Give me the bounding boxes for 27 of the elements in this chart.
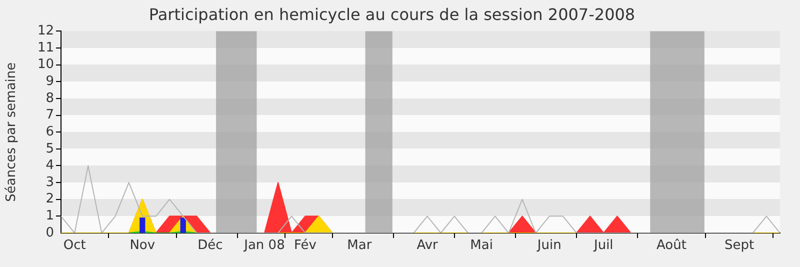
x-tick-label: Mai bbox=[470, 238, 493, 254]
y-tick-label: 11 bbox=[37, 40, 54, 56]
x-tick-label: Fév bbox=[294, 238, 317, 254]
x-tick-label: Juin bbox=[536, 238, 562, 254]
y-tick-label: 7 bbox=[46, 108, 54, 123]
y-tick-label: 10 bbox=[37, 57, 54, 72]
x-tick-label: Avr bbox=[416, 238, 439, 254]
y-tick-label: 2 bbox=[46, 192, 54, 207]
y-tick-label: 9 bbox=[46, 74, 54, 90]
x-tick-label: Oct bbox=[63, 238, 86, 254]
x-tick-label: Sept bbox=[724, 238, 754, 254]
y-tick-label: 12 bbox=[37, 24, 54, 39]
y-tick-label: 1 bbox=[46, 208, 54, 224]
y-tick-label: 6 bbox=[46, 124, 54, 140]
chart-title: Participation en hemicycle au cours de la session 2007-2008 bbox=[148, 4, 636, 24]
y-axis-title: Séances par semaine bbox=[4, 62, 20, 202]
x-tick-label: Nov bbox=[130, 238, 156, 254]
x-tick-label: Mar bbox=[347, 238, 372, 254]
x-tick-label: Août bbox=[656, 238, 686, 254]
x-tick-label: Juil bbox=[592, 238, 614, 254]
y-tick-label: 3 bbox=[46, 174, 54, 190]
y-tick-label: 0 bbox=[46, 225, 54, 240]
y-tick-label: 4 bbox=[46, 158, 54, 174]
x-tick-label: Déc bbox=[198, 238, 223, 254]
y-tick-label: 5 bbox=[46, 141, 54, 156]
y-tick-label: 8 bbox=[46, 90, 54, 106]
x-tick-label: Jan 08 bbox=[243, 238, 285, 254]
